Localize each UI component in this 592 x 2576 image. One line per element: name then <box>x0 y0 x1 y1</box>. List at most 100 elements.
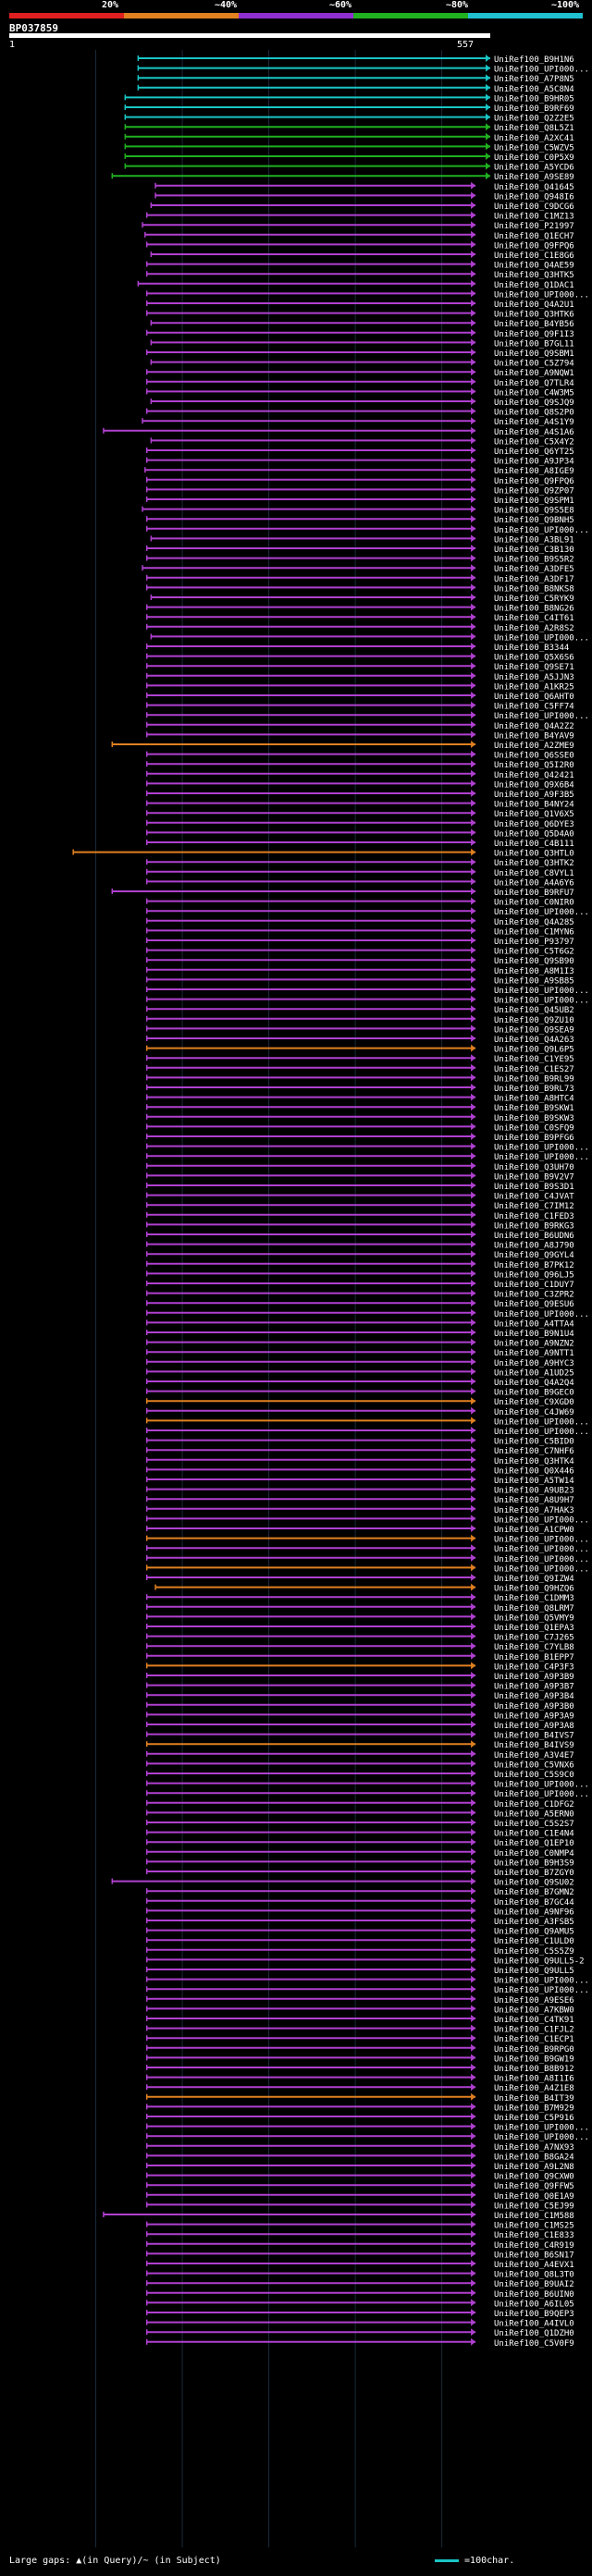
hit-label[interactable]: UniRef100_B6UIN0 <box>494 2290 574 2300</box>
hit-row[interactable]: UniRef100_P93797 <box>145 937 574 947</box>
hit-row[interactable]: UniRef100_C1M588 <box>103 2211 574 2221</box>
hit-row[interactable]: UniRef100_B8NKS8 <box>145 583 574 594</box>
hit-row[interactable]: UniRef100_C7YLB8 <box>145 1642 574 1652</box>
hit-row[interactable]: UniRef100_C5V0F9 <box>145 2337 574 2349</box>
hit-row[interactable]: UniRef100_A9P3B9 <box>145 1672 574 1682</box>
hit-label[interactable]: UniRef100_B9RFU7 <box>494 889 574 898</box>
hit-row[interactable]: UniRef100_UPI000... <box>145 2132 589 2142</box>
hit-row[interactable]: UniRef100_Q948I6 <box>154 191 574 202</box>
hit-row[interactable]: UniRef100_A4IVL0 <box>145 2318 574 2329</box>
hit-row[interactable]: UniRef100_C4TK91 <box>145 2015 574 2025</box>
hit-row[interactable]: UniRef100_Q4A2Q4 <box>145 1378 574 1388</box>
hit-row[interactable]: UniRef100_B4NY24 <box>145 799 574 810</box>
hit-label[interactable]: UniRef100_A5C8N4 <box>494 85 574 94</box>
hit-row[interactable]: UniRef100_Q4A2Z2 <box>145 720 574 731</box>
hit-label[interactable]: UniRef100_UPI000... <box>494 290 589 300</box>
hit-row[interactable]: UniRef100_C4JVAT <box>145 1191 575 1202</box>
hit-row[interactable]: UniRef100_B4IVS9 <box>145 1740 574 1750</box>
hit-label[interactable]: UniRef100_C0NMP4 <box>494 1849 574 1858</box>
hit-label[interactable]: UniRef100_Q9SE71 <box>494 663 574 672</box>
hit-row[interactable]: UniRef100_UPI000... <box>145 1553 589 1564</box>
hit-row[interactable]: UniRef100_A9NTT1 <box>145 1348 574 1358</box>
hit-label[interactable]: UniRef100_C7IM12 <box>494 1202 574 1211</box>
hit-label[interactable]: UniRef100_UPI000... <box>494 1310 589 1319</box>
hit-row[interactable]: UniRef100_A4S1A6 <box>103 426 574 437</box>
hit-row[interactable]: UniRef100_Q42421 <box>145 769 574 780</box>
hit-row[interactable]: UniRef100_C7NHF6 <box>145 1446 574 1456</box>
hit-row[interactable]: UniRef100_C1FJL2 <box>145 2024 574 2035</box>
hit-row[interactable]: UniRef100_C1YE95 <box>145 1054 574 1064</box>
hit-row[interactable]: UniRef100_A2R8S2 <box>145 622 574 633</box>
hit-row[interactable]: UniRef100_C5RYK9 <box>150 594 574 604</box>
hit-row[interactable]: UniRef100_A9UB23 <box>145 1485 574 1496</box>
hit-label[interactable]: UniRef100_UPI000... <box>494 1153 589 1162</box>
hit-row[interactable]: UniRef100_B9GEC0 <box>145 1387 574 1398</box>
hit-row[interactable]: UniRef100_C1DFG2 <box>145 1798 574 1809</box>
hit-label[interactable]: UniRef100_Q96LJ5 <box>494 1270 574 1280</box>
hit-row[interactable]: UniRef100_Q4A2U1 <box>145 300 574 310</box>
hit-row[interactable]: UniRef100_A5YCD6 <box>124 162 574 173</box>
hit-row[interactable]: UniRef100_Q3HTK5 <box>145 270 574 280</box>
hit-row[interactable]: UniRef100_C1DUY7 <box>145 1280 574 1290</box>
hit-row[interactable]: UniRef100_Q1DZH0 <box>145 2328 574 2338</box>
hit-row[interactable]: UniRef100_B9S3D1 <box>145 1182 574 1192</box>
hit-label[interactable]: UniRef100_C1MS25 <box>494 2222 574 2231</box>
hit-label[interactable]: UniRef100_B8B912 <box>494 2065 574 2074</box>
hit-row[interactable]: UniRef100_B9RFU7 <box>111 888 574 898</box>
hit-row[interactable]: UniRef100_A1UD25 <box>145 1368 574 1378</box>
hit-label[interactable]: UniRef100_Q9FPQ6 <box>494 241 574 251</box>
hit-label[interactable]: UniRef100_Q948I6 <box>494 192 574 202</box>
hit-row[interactable]: UniRef100_Q1EPA3 <box>145 1623 574 1633</box>
hit-label[interactable]: UniRef100_C1MZ13 <box>494 213 574 222</box>
hit-label[interactable]: UniRef100_C1ES27 <box>494 1065 574 1074</box>
hit-label[interactable]: UniRef100_B6SN17 <box>494 2251 574 2260</box>
hit-row[interactable]: UniRef100_Q3UH70 <box>145 1161 574 1172</box>
hit-row[interactable]: UniRef100_Q9S5E8 <box>142 505 574 516</box>
hit-label[interactable]: UniRef100_C5S5Z9 <box>494 1947 574 1957</box>
hit-row[interactable]: UniRef100_Q2Z2E5 <box>124 113 574 124</box>
hit-row[interactable]: UniRef100_C3ZPR2 <box>145 1289 574 1300</box>
hit-row[interactable]: UniRef100_C1MYN6 <box>145 926 574 937</box>
hit-label[interactable]: UniRef100_C5Z794 <box>494 360 574 369</box>
hit-label[interactable]: UniRef100_Q9GYL4 <box>494 1251 574 1260</box>
hit-row[interactable]: UniRef100_Q9SE71 <box>145 662 574 672</box>
hit-row[interactable]: UniRef100_C4JW69 <box>145 1406 574 1417</box>
hit-row[interactable]: UniRef100_C4IT61 <box>145 613 574 623</box>
hit-row[interactable]: UniRef100_C1FED3 <box>145 1210 574 1221</box>
hit-row[interactable]: UniRef100_Q4AE59 <box>145 260 574 271</box>
hit-label[interactable]: UniRef100_B9H3S9 <box>494 1858 574 1868</box>
hit-row[interactable]: UniRef100_A9JP34 <box>145 456 574 467</box>
hit-label[interactable]: UniRef100_Q3HTK6 <box>494 311 574 320</box>
hit-label[interactable]: UniRef100_A3FSB5 <box>494 1918 574 1927</box>
hit-label[interactable]: UniRef100_Q9X6B4 <box>494 780 574 790</box>
hit-row[interactable]: UniRef100_A6IL05 <box>145 2299 574 2309</box>
hit-row[interactable]: UniRef100_B9RPG0 <box>145 2043 574 2055</box>
hit-label[interactable]: UniRef100_UPI000... <box>494 1515 589 1525</box>
hit-row[interactable]: UniRef100_C5S9C0 <box>145 1770 574 1780</box>
hit-row[interactable]: UniRef100_C5VNX6 <box>145 1760 574 1770</box>
hit-row[interactable]: UniRef100_B7ZGY0 <box>145 1868 574 1878</box>
hit-label[interactable]: UniRef100_B7PK12 <box>494 1261 574 1270</box>
hit-row[interactable]: UniRef100_B9SKW1 <box>145 1103 574 1113</box>
hit-row[interactable]: UniRef100_UPI000... <box>145 289 589 300</box>
hit-row[interactable]: UniRef100_UPI000... <box>145 1789 589 1799</box>
hit-label[interactable]: UniRef100_A9NQW1 <box>494 369 574 378</box>
hit-label[interactable]: UniRef100_UPI000... <box>494 2124 589 2133</box>
hit-row[interactable]: UniRef100_Q8S2P0 <box>145 407 574 418</box>
hit-row[interactable]: UniRef100_A5JJN3 <box>145 671 574 682</box>
hit-row[interactable]: UniRef100_Q8L5Z1 <box>124 123 574 133</box>
hit-label[interactable]: UniRef100_B4IT39 <box>494 2094 574 2104</box>
hit-label[interactable]: UniRef100_A4Z1E8 <box>494 2084 574 2093</box>
hit-row[interactable]: UniRef100_A8U9H7 <box>145 1495 574 1505</box>
hit-row[interactable]: UniRef100_Q5VMY9 <box>145 1613 574 1623</box>
hit-label[interactable]: UniRef100_C7J265 <box>494 1634 574 1643</box>
hit-row[interactable]: UniRef100_B9V2V7 <box>145 1171 574 1182</box>
hit-label[interactable]: UniRef100_UPI000... <box>494 1428 589 1437</box>
hit-row[interactable]: UniRef100_C5P916 <box>145 2113 574 2123</box>
hit-label[interactable]: UniRef100_A4A6Y6 <box>494 878 574 888</box>
hit-row[interactable]: UniRef100_B9H1N6 <box>137 55 574 65</box>
hit-row[interactable]: UniRef100_B7GMN2 <box>145 1887 574 1897</box>
hit-label[interactable]: UniRef100_A7KBW0 <box>494 2006 574 2015</box>
hit-row[interactable]: UniRef100_UPI000... <box>145 1534 589 1545</box>
hit-row[interactable]: UniRef100_UPI000... <box>145 1142 589 1153</box>
